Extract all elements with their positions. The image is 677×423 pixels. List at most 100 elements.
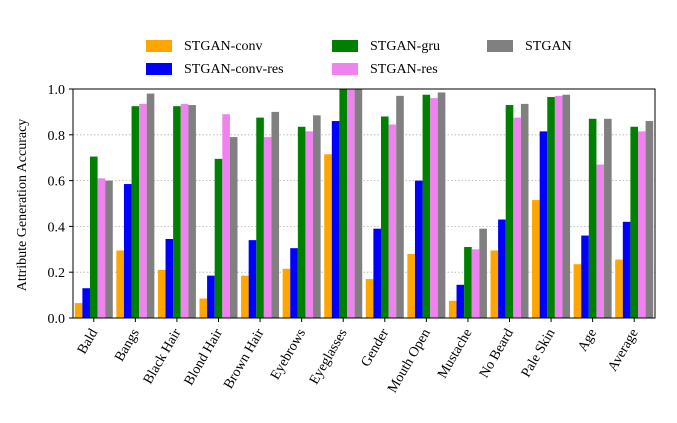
bar-stgan-gru bbox=[131, 106, 140, 318]
y-axis-label: Attribute Generation Accuracy bbox=[15, 119, 30, 292]
bar-stgan bbox=[105, 180, 113, 318]
legend-swatch bbox=[332, 40, 358, 52]
bars bbox=[74, 89, 654, 319]
bar-stgan-conv bbox=[532, 200, 540, 318]
plot-frame bbox=[72, 88, 656, 319]
grid-lines bbox=[73, 134, 655, 273]
legend-label: STGAN-conv-res bbox=[184, 62, 284, 77]
bar-stgan-conv bbox=[407, 253, 415, 318]
bar-stgan-gru bbox=[89, 156, 98, 318]
bar-stgan-gru bbox=[256, 117, 264, 318]
legend-swatch bbox=[146, 63, 172, 75]
bar-stgan-gru bbox=[339, 89, 348, 318]
y-tick-label: 0.8 bbox=[48, 129, 66, 144]
bar-stgan-conv bbox=[448, 300, 457, 318]
legend-label: STGAN bbox=[525, 39, 572, 54]
bar-stgan-gru bbox=[588, 118, 597, 319]
bar-stgan bbox=[313, 115, 321, 319]
bar-stgan-conv bbox=[573, 264, 582, 318]
bar-stgan-gru bbox=[422, 94, 431, 318]
bar-stgan-res bbox=[222, 114, 230, 318]
bar-stgan-conv-res bbox=[539, 131, 548, 318]
bar-stgan-conv-res bbox=[581, 235, 589, 318]
x-tick-label: No Beard bbox=[477, 327, 517, 381]
legend-label: STGAN-res bbox=[370, 62, 438, 77]
legend-item: STGAN-conv bbox=[146, 39, 263, 54]
bar-stgan-gru bbox=[297, 126, 306, 318]
bar-stgan-conv-res bbox=[622, 221, 631, 318]
bar-stgan-gru bbox=[547, 97, 555, 318]
bar-stgan-conv-res bbox=[456, 284, 465, 318]
bar-stgan-conv-res bbox=[290, 248, 298, 318]
bar-stgan-res bbox=[347, 89, 355, 318]
bar-stgan-conv bbox=[365, 279, 374, 318]
bar-stgan-conv-res bbox=[248, 240, 257, 318]
bar-stgan-res bbox=[430, 98, 438, 318]
x-tick-label: Age bbox=[575, 327, 600, 355]
bar-stgan-conv-res bbox=[207, 275, 215, 318]
x-tick-label: Eyebrows bbox=[268, 327, 309, 383]
x-tick-label: Gender bbox=[359, 326, 393, 369]
legend-item: STGAN-conv-res bbox=[146, 62, 284, 77]
bar-stgan-conv bbox=[282, 268, 291, 318]
bar-stgan bbox=[354, 89, 363, 318]
bar-stgan bbox=[229, 137, 238, 318]
x-tick-label: Brown Hair bbox=[221, 326, 267, 391]
bar-stgan-gru bbox=[464, 247, 472, 318]
legend-item: STGAN bbox=[487, 39, 572, 54]
bar-stgan-conv bbox=[199, 298, 208, 318]
bar-stgan bbox=[479, 228, 487, 318]
bar-stgan-conv-res bbox=[414, 180, 423, 318]
y-tick-label: 0.0 bbox=[48, 312, 66, 327]
x-tick-label: Mouth Open bbox=[385, 327, 434, 396]
bar-stgan bbox=[146, 93, 155, 318]
bar-stgan bbox=[562, 94, 571, 318]
legend-swatch bbox=[332, 63, 358, 75]
x-tick-label: Eyeglasses bbox=[307, 327, 351, 388]
bar-stgan-conv bbox=[241, 275, 249, 318]
y-tick-label: 0.4 bbox=[48, 220, 66, 235]
bar-stgan-conv bbox=[157, 269, 166, 318]
bar-stgan-res bbox=[263, 137, 272, 318]
legend-swatch bbox=[146, 40, 172, 52]
bar-stgan bbox=[437, 92, 446, 318]
bar-stgan-res bbox=[180, 103, 189, 318]
bar-stgan-res bbox=[596, 164, 605, 318]
bar-stgan-conv bbox=[490, 250, 499, 318]
x-tick-label: Pale Skin bbox=[519, 327, 559, 381]
bar-stgan-res bbox=[97, 178, 106, 318]
y-axis-ticks: 0.0 0.2 0.4 0.6 0.8 1.0 bbox=[48, 83, 73, 327]
x-tick-label: Bangs bbox=[112, 327, 142, 365]
bar-stgan-res bbox=[305, 131, 314, 318]
legend-label: STGAN-conv bbox=[184, 39, 263, 54]
bar-stgan bbox=[520, 103, 529, 318]
x-tick-label: Blond Hair bbox=[182, 326, 226, 388]
legend: STGAN-conv STGAN-conv-res STGAN-gru STGAN-r… bbox=[146, 39, 572, 77]
bar-stgan bbox=[188, 105, 196, 318]
legend-item: STGAN-gru bbox=[332, 39, 440, 54]
bar-stgan-res bbox=[139, 103, 147, 318]
legend-swatch bbox=[487, 40, 513, 52]
axes bbox=[72, 88, 656, 319]
bar-stgan-res bbox=[388, 124, 397, 319]
bar-stgan-gru bbox=[630, 126, 639, 318]
bar-stgan-res bbox=[638, 131, 646, 318]
bar-stgan-conv bbox=[615, 259, 623, 318]
bar-stgan-conv-res bbox=[373, 228, 381, 318]
bar-stgan bbox=[271, 111, 280, 319]
bar-stgan-gru bbox=[380, 116, 389, 318]
bar-stgan-conv-res bbox=[331, 121, 340, 318]
bar-stgan bbox=[604, 118, 612, 319]
y-tick-label: 0.6 bbox=[48, 175, 66, 190]
y-tick-label: 0.2 bbox=[48, 266, 66, 281]
bar-stgan bbox=[396, 95, 404, 319]
bar-stgan-conv-res bbox=[82, 288, 90, 318]
x-tick-label: Average bbox=[606, 327, 642, 375]
bar-stgan-res bbox=[513, 117, 521, 318]
legend-label: STGAN-gru bbox=[370, 39, 440, 54]
bar-stgan-gru bbox=[173, 106, 181, 318]
bar-stgan-conv-res bbox=[498, 219, 506, 318]
bar-stgan-gru bbox=[214, 158, 223, 318]
y-tick-label: 1.0 bbox=[48, 83, 66, 98]
